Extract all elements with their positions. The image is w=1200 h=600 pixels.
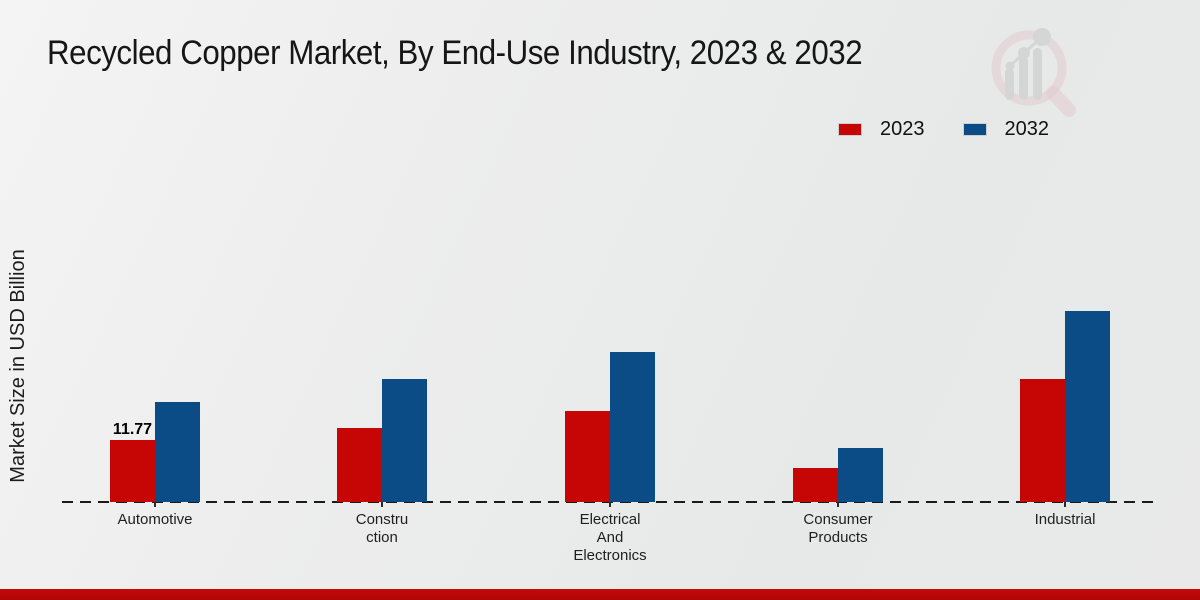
footer-accent-bar <box>0 589 1200 600</box>
x-axis-label-automotive: Automotive <box>117 511 193 528</box>
bar-2032-construction <box>382 378 427 502</box>
x-axis-tick-electrical-and-electronics <box>609 502 611 507</box>
bar-data-label-2023-automotive: 11.77 <box>112 420 153 438</box>
x-axis-tick-industrial <box>1064 502 1066 507</box>
magnifier-growth-chart-icon <box>991 28 1076 117</box>
bar-2032-electrical-and-electronics <box>610 352 655 502</box>
x-axis-tick-automotive <box>154 502 156 507</box>
legend-label-2023: 2023 <box>880 118 925 140</box>
x-axis-tick-consumer-products <box>837 502 839 507</box>
bar-2032-automotive <box>155 401 200 502</box>
legend-item-2023: 2023 <box>838 118 925 141</box>
legend-swatch-2032 <box>962 123 987 136</box>
legend-swatch-2023 <box>838 123 862 136</box>
x-axis-label-electrical-and-electronics: Electrical And Electronics <box>573 511 647 564</box>
x-axis-label-consumer-products: Consumer Products <box>803 511 873 546</box>
x-axis-tick-construction <box>381 502 383 507</box>
x-axis-label-construction: Constru ction <box>355 511 409 546</box>
bar-2023-electrical-and-electronics <box>565 410 610 502</box>
bar-2032-consumer-products <box>838 447 883 502</box>
bar-2023-automotive <box>110 439 155 502</box>
brand-logo-watermark <box>985 22 1105 122</box>
bar-2023-industrial <box>1020 378 1065 502</box>
legend-item-2032: 2032 <box>962 118 1050 141</box>
chart-title: Recycled Copper Market, By End-Use Indus… <box>47 34 863 72</box>
bar-2032-industrial <box>1065 310 1110 502</box>
bar-2023-construction <box>337 428 382 502</box>
bar-2023-consumer-products <box>793 468 838 502</box>
legend-label-2032: 2032 <box>1004 118 1050 140</box>
x-axis-label-industrial: Industrial <box>1034 511 1096 528</box>
legend: 2023 2032 <box>838 118 1049 141</box>
